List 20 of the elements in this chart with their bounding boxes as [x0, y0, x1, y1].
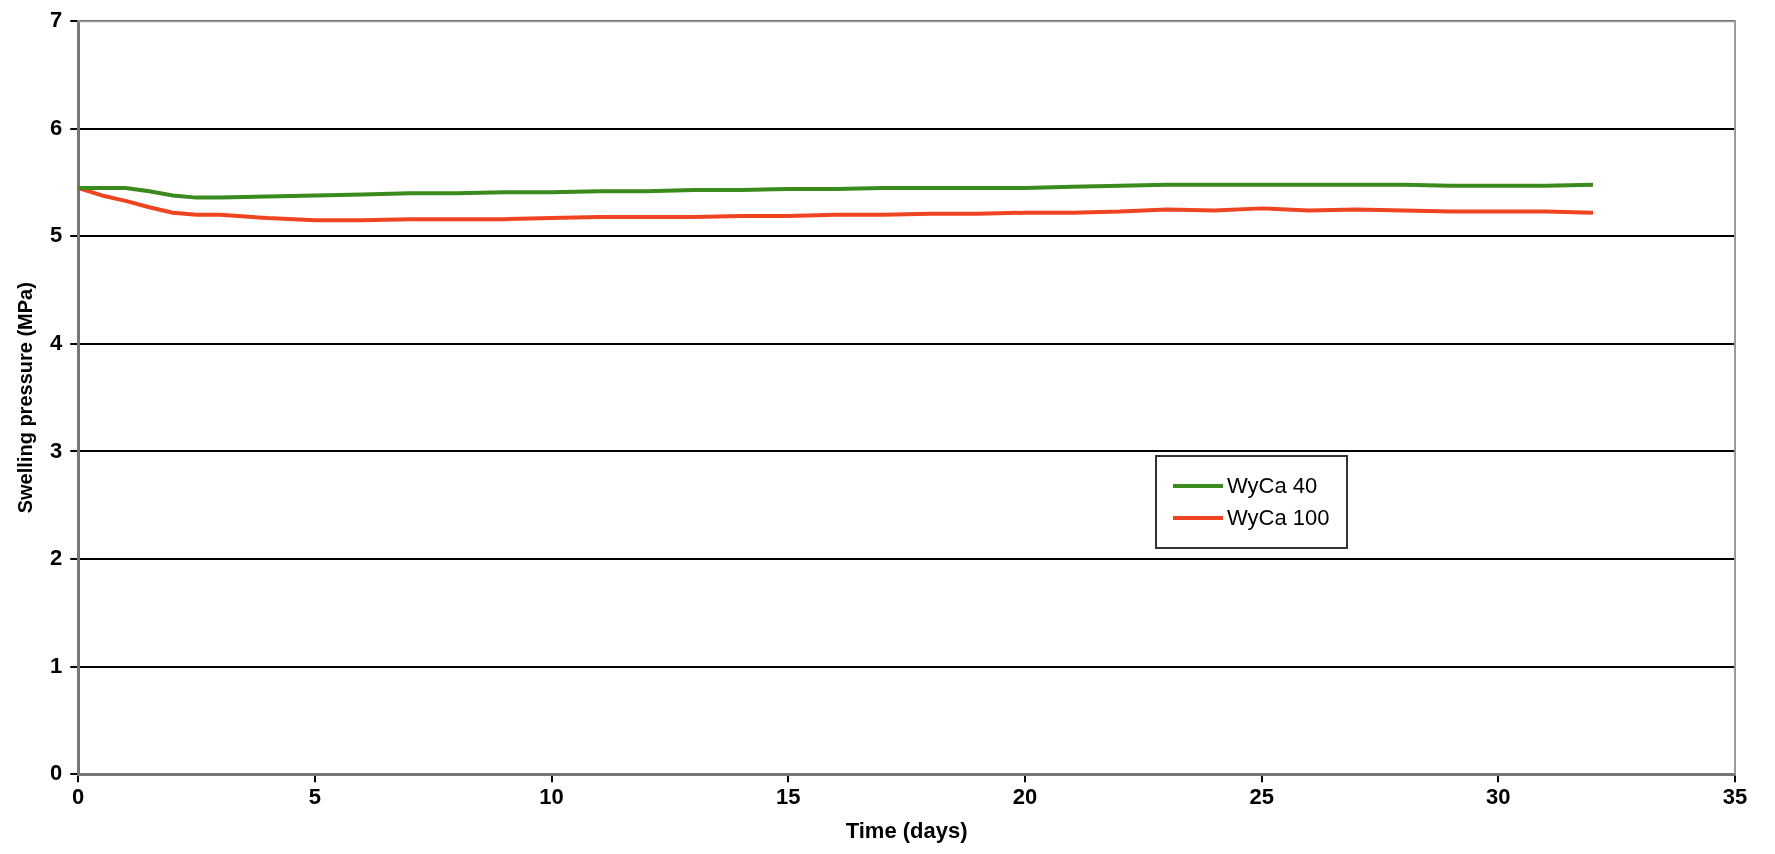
y-tick-label: 3 [49, 437, 63, 463]
x-tick-label: 10 [539, 784, 564, 810]
x-tick-label: 0 [72, 784, 85, 810]
x-tick-label: 5 [308, 784, 322, 810]
legend-label: WyCa 100 [1227, 505, 1330, 531]
y-tick-label: 7 [49, 7, 63, 33]
x-tick-label: 15 [776, 784, 801, 810]
x-tick-label: 35 [1722, 784, 1748, 810]
x-tick-label: 25 [1249, 784, 1274, 810]
y-tick-label: 5 [49, 222, 63, 248]
y-tick-label: 0 [49, 760, 63, 786]
y-tick-label: 4 [49, 329, 63, 355]
legend-label: WyCa 40 [1227, 473, 1318, 499]
y-tick-label: 1 [49, 652, 63, 678]
y-tick-label: 6 [49, 114, 63, 140]
x-tick-label: 30 [1486, 784, 1511, 810]
y-axis-title: Swelling pressure (MPa) [13, 282, 36, 514]
x-tick-label: 20 [1012, 784, 1038, 810]
y-tick-label: 2 [49, 545, 63, 571]
x-axis-title: Time (days) [845, 817, 968, 843]
